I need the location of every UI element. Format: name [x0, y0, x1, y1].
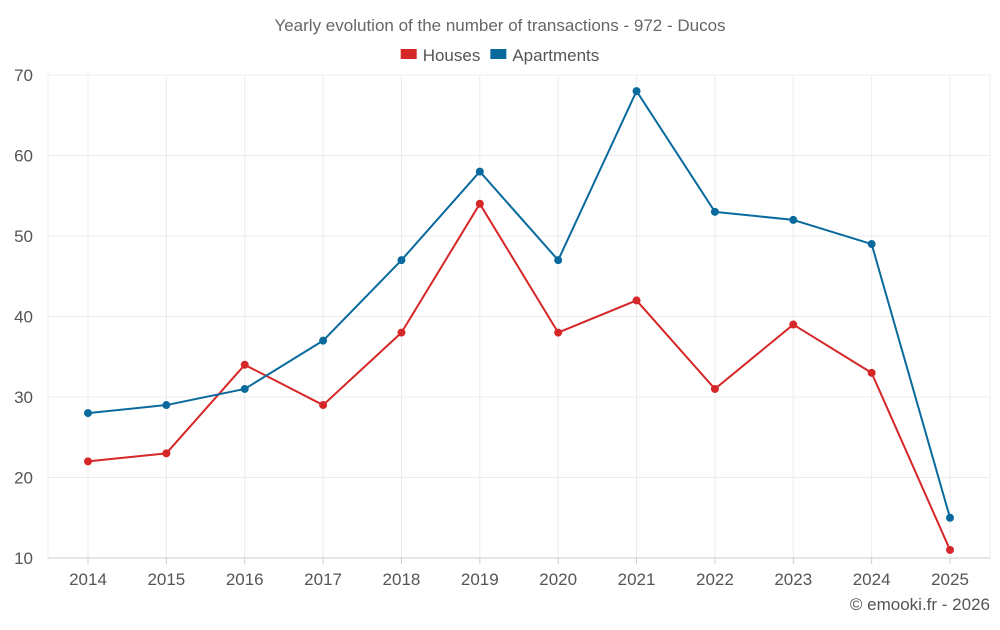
data-point-houses: [710, 384, 719, 393]
data-point-houses: [240, 360, 249, 369]
data-point-apartments: [475, 167, 484, 176]
series-line-houses: [87, 202, 951, 551]
y-tick-label: 30: [14, 388, 33, 407]
series-group: [84, 87, 954, 554]
x-tick-label: 2021: [618, 570, 656, 589]
x-tick-label: 2014: [69, 570, 107, 589]
data-point-houses: [867, 368, 876, 377]
legend-swatch: [490, 49, 507, 59]
data-point-houses: [789, 320, 798, 329]
series-houses: [84, 199, 954, 554]
legend-label: Apartments: [512, 46, 599, 65]
data-point-houses: [162, 449, 171, 458]
legend-swatch: [400, 49, 417, 59]
legend: Houses Apartments: [400, 46, 599, 65]
data-point-houses: [946, 545, 954, 554]
y-axis-ticks: 10 20 30 40 50 60 70: [14, 66, 33, 568]
y-tick-label: 60: [14, 147, 33, 166]
data-point-houses: [475, 199, 484, 208]
legend-item-houses: Houses: [400, 46, 481, 65]
grid-lines: [47, 74, 991, 559]
data-point-apartments: [162, 401, 171, 410]
y-tick-label: 20: [14, 469, 33, 488]
data-point-houses: [554, 328, 563, 337]
x-tick-label: 2019: [461, 570, 499, 589]
x-tick-label: 2016: [226, 570, 264, 589]
x-tick-label: 2020: [539, 570, 577, 589]
x-tick-label: 2023: [774, 570, 812, 589]
data-point-houses: [632, 296, 641, 305]
data-point-apartments: [84, 409, 92, 418]
x-tick-label: 2017: [304, 570, 342, 589]
x-tick-label: 2018: [383, 570, 421, 589]
y-tick-label: 50: [14, 227, 33, 246]
data-point-apartments: [397, 256, 406, 265]
series-apartments: [84, 87, 954, 522]
data-point-houses: [84, 457, 92, 466]
x-tick-label: 2024: [853, 570, 891, 589]
x-tick-label: 2025: [931, 570, 969, 589]
y-tick-label: 70: [14, 66, 33, 85]
data-point-apartments: [632, 87, 641, 96]
x-tick-label: 2022: [696, 570, 734, 589]
data-point-apartments: [319, 336, 328, 345]
x-axis-ticks: 2014 2015 2016 2017 2018 2019 2020 2021 2022 2023…: [69, 558, 969, 589]
data-point-houses: [397, 328, 406, 337]
data-point-apartments: [946, 513, 954, 522]
data-point-apartments: [789, 215, 798, 224]
chart-title: Yearly evolution of the number of transa…: [274, 16, 725, 35]
legend-item-apartments: Apartments: [490, 46, 599, 65]
x-tick-label: 2015: [147, 570, 185, 589]
y-tick-label: 40: [14, 308, 33, 327]
data-point-apartments: [240, 384, 249, 393]
series-line-apartments: [87, 90, 951, 519]
credit-text: © emooki.fr - 2026: [850, 595, 990, 614]
data-point-apartments: [867, 240, 876, 249]
data-point-houses: [319, 401, 328, 410]
y-tick-label: 10: [14, 549, 33, 568]
data-point-apartments: [554, 256, 563, 265]
legend-label: Houses: [423, 46, 481, 65]
data-point-apartments: [710, 207, 719, 216]
